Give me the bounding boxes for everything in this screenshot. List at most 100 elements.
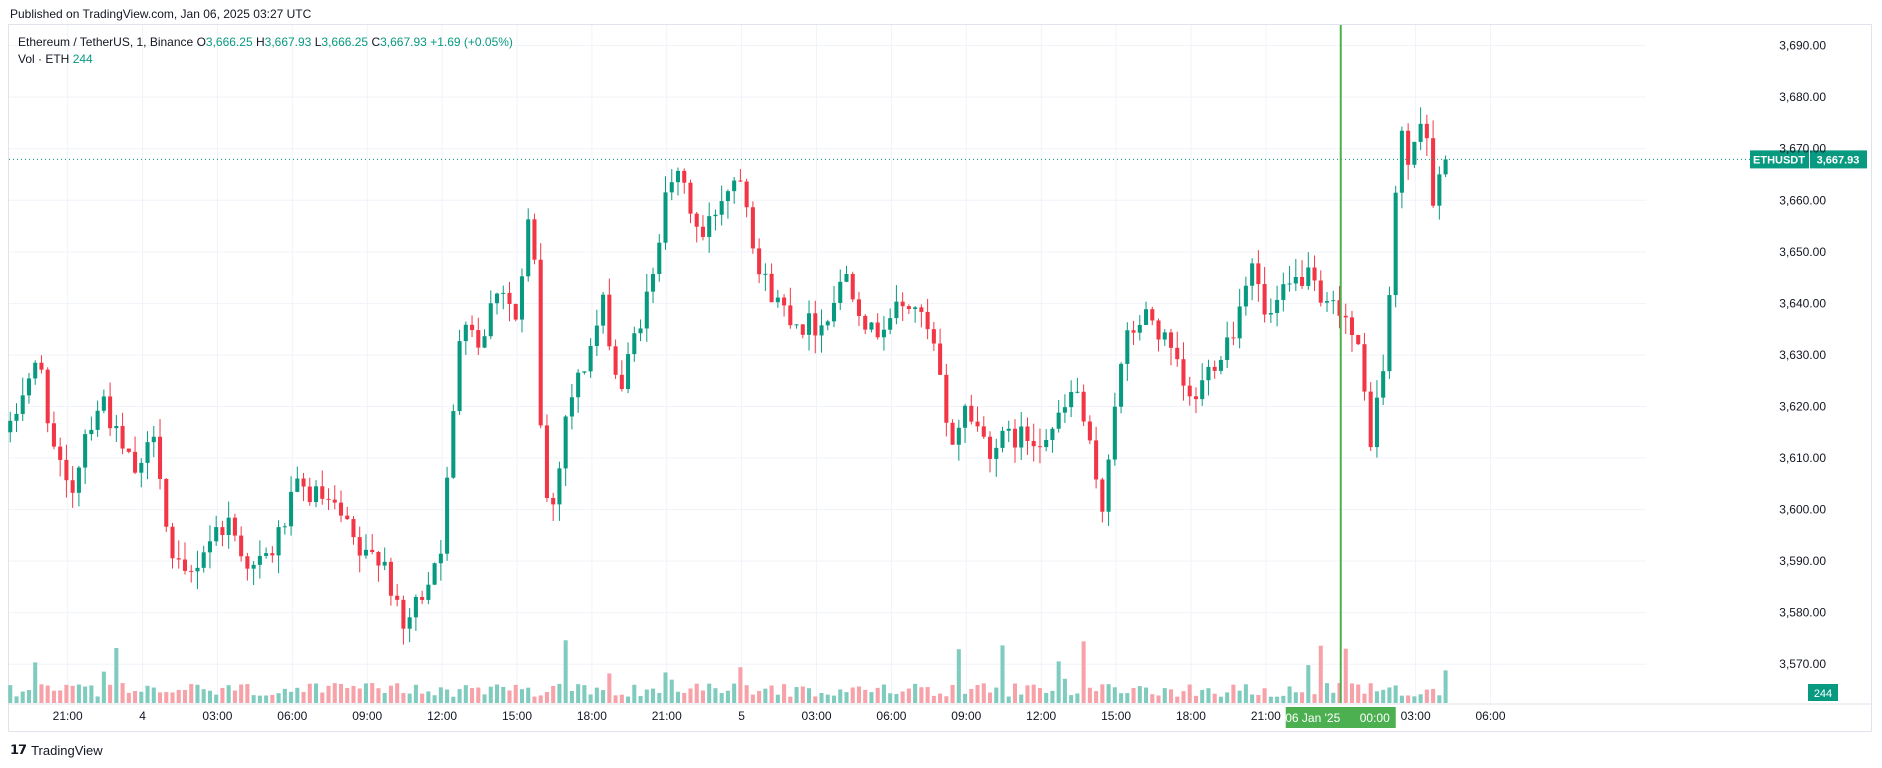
candle-body [950, 422, 955, 445]
volume-bar [445, 689, 450, 703]
candle-body [95, 410, 100, 430]
price-tick-label: 3,660.00 [1779, 193, 1826, 207]
low-label: L [314, 35, 322, 49]
candle-body [189, 570, 194, 572]
volume-bar [1387, 687, 1392, 703]
candle-body [470, 324, 475, 331]
candle-body [750, 207, 755, 249]
candle-body [744, 181, 749, 208]
price-tick-label: 3,680.00 [1779, 90, 1826, 104]
volume-bar [938, 693, 943, 703]
volume-bar [875, 687, 880, 703]
volume-bar [426, 691, 431, 703]
volume-bar [1062, 678, 1067, 703]
candle-body [906, 306, 911, 310]
candle-body [326, 498, 331, 500]
candle-body [1075, 391, 1080, 393]
candle-body [39, 362, 44, 370]
candle-body [257, 555, 262, 565]
volume-bar [1031, 684, 1036, 703]
volume-bar [1175, 696, 1180, 703]
candle-body [775, 297, 780, 303]
volume-bar [1081, 641, 1086, 703]
time-axis[interactable]: 21:00 4 03:00 06:00 09:00 12:00 15:00 18:00 21:0… [53, 709, 1506, 723]
candle-body [900, 301, 905, 307]
volume-bar [931, 695, 936, 703]
candle-body [507, 292, 512, 304]
volume-bar [1119, 693, 1124, 703]
time-tick-label: 15:00 [1101, 709, 1131, 723]
candle-body [1324, 301, 1330, 303]
volume-bar [476, 687, 481, 703]
time-tick-label: 09:00 [951, 709, 981, 723]
volume-bar [519, 689, 525, 703]
candle-body [220, 527, 225, 535]
volume-bar [694, 683, 699, 703]
candle-body [1025, 426, 1030, 441]
price-axis[interactable]: 3,570.00 3,580.00 3,590.00 3,600.00 3,610.00… [1779, 39, 1826, 672]
candle-body [563, 416, 568, 469]
volume-bar [551, 685, 556, 703]
volume-bars [8, 640, 1448, 703]
candle-body [251, 564, 256, 569]
symbol-title[interactable]: Ethereum / TetherUS, 1, Binance [18, 35, 194, 49]
volume-bar [351, 685, 356, 703]
volume-bar [457, 689, 462, 703]
candle-body [800, 324, 805, 335]
volume-bar [725, 690, 730, 703]
time-tick-label: 21:00 [53, 709, 83, 723]
candle-body [245, 556, 250, 569]
candle-body [588, 345, 593, 372]
volume-bar [576, 684, 581, 703]
volume-bar [70, 685, 75, 703]
volume-bar [544, 691, 549, 703]
candle-body [856, 299, 861, 316]
candle-body [1393, 192, 1398, 296]
candle-body [1312, 267, 1317, 281]
candle-body [363, 549, 368, 556]
volume-label[interactable]: Vol · ETH [18, 52, 70, 66]
volume-bar [1218, 696, 1223, 703]
candle-body [694, 213, 699, 227]
candle-body [1037, 446, 1042, 448]
candle-body [1100, 479, 1105, 512]
volume-bar [856, 686, 861, 703]
candle-body [519, 276, 525, 320]
candle-body [1356, 335, 1361, 345]
volume-bar [644, 689, 649, 703]
candle-body [526, 219, 531, 277]
candle-body [813, 313, 818, 336]
candle-body [594, 325, 599, 346]
volume-bar [251, 695, 256, 703]
time-tick-label: 09:00 [352, 709, 382, 723]
candle-body [931, 329, 936, 344]
candle-body [1431, 138, 1436, 206]
candle-body [863, 315, 868, 330]
overlays: ETHUSDT 3,667.93 244 06 Jan '25 00:00 [9, 25, 1867, 728]
volume-bar [538, 695, 543, 703]
crosshair-time-label: 00:00 [1360, 711, 1390, 725]
volume-bar [1181, 691, 1186, 703]
volume-bar [1106, 684, 1111, 703]
volume-bar [332, 683, 337, 703]
candle-body [1306, 267, 1311, 286]
candle-body [675, 170, 681, 183]
candle-body [1374, 397, 1379, 448]
volume-bar [657, 692, 662, 703]
volume-bar [569, 690, 574, 703]
change-value: +1.69 (+0.05%) [430, 35, 513, 49]
candle-body [1150, 309, 1155, 321]
volume-bar [651, 688, 656, 703]
volume-bar [120, 683, 125, 703]
volume-bar [869, 692, 874, 703]
candle-body [869, 322, 874, 330]
candle-body [1362, 344, 1367, 392]
candle-body [345, 515, 350, 520]
candle-body [613, 346, 618, 375]
time-tick-label: 18:00 [577, 709, 607, 723]
candle-body [1168, 332, 1174, 348]
volume-bar [270, 694, 275, 703]
candle-body [1443, 159, 1448, 175]
candle-body [1094, 440, 1099, 480]
